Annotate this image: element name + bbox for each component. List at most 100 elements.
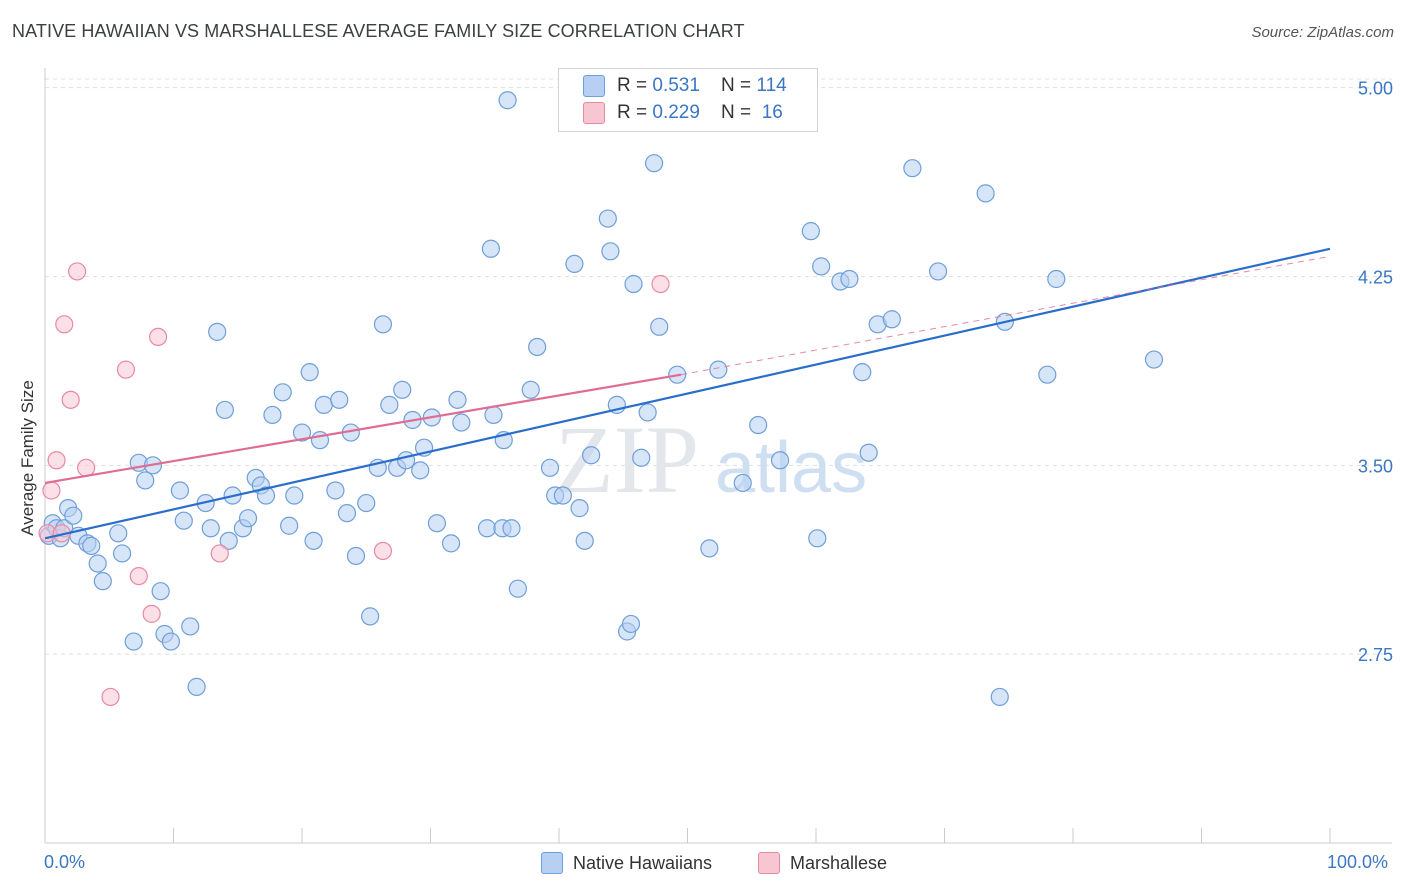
data-point-native-hawaiians	[441, 534, 461, 553]
data-point-native-hawaiians	[498, 91, 517, 110]
data-point-native-hawaiians	[452, 413, 471, 432]
data-point-native-hawaiians	[393, 380, 412, 399]
axes	[44, 68, 1392, 844]
data-point-native-hawaiians	[990, 687, 1009, 707]
data-point-native-hawaiians	[170, 481, 190, 500]
legend-swatch-blue	[541, 852, 563, 874]
data-point-native-hawaiians	[812, 257, 831, 276]
data-point-marshallese	[47, 451, 66, 470]
data-point-native-hawaiians	[903, 159, 922, 178]
data-point-native-hawaiians	[1144, 350, 1164, 369]
y-axis-label: Average Family Size	[18, 380, 37, 536]
data-point-native-hawaiians	[840, 269, 859, 289]
data-point-native-hawaiians	[582, 446, 601, 465]
legend-n-value: 16	[756, 102, 783, 123]
data-point-native-hawaiians	[337, 504, 357, 523]
data-point-native-hawaiians	[1038, 365, 1057, 384]
data-point-native-hawaiians	[181, 617, 200, 636]
data-point-native-hawaiians	[273, 383, 292, 402]
data-point-native-hawaiians	[624, 274, 643, 294]
data-point-native-hawaiians	[448, 390, 467, 409]
chart-title: NATIVE HAWAIIAN VS MARSHALLESE AVERAGE F…	[12, 21, 745, 41]
legend-r-label: R =	[617, 75, 653, 96]
data-point-native-hawaiians	[521, 380, 540, 399]
legend-swatch-pink	[758, 852, 780, 874]
data-point-native-hawaiians	[928, 262, 948, 281]
data-point-marshallese	[42, 481, 61, 500]
legend-n-label: N =	[721, 102, 757, 123]
data-point-native-hawaiians	[292, 423, 312, 442]
data-point-native-hawaiians	[976, 184, 995, 203]
data-point-native-hawaiians	[174, 511, 193, 530]
data-point-native-hawaiians	[326, 481, 345, 500]
data-point-native-hawaiians	[396, 451, 416, 470]
legend-swatch-pink	[583, 102, 605, 124]
data-point-native-hawaiians	[285, 486, 304, 505]
data-point-native-hawaiians	[853, 363, 872, 382]
data-point-native-hawaiians	[361, 607, 380, 626]
data-point-native-hawaiians	[215, 400, 234, 420]
data-point-native-hawaiians	[477, 519, 497, 538]
trend-lines	[44, 247, 1331, 540]
data-point-marshallese	[373, 541, 393, 561]
bottom-legend-native-hawaiians[interactable]: Native Hawaiians	[541, 852, 712, 874]
data-point-native-hawaiians	[508, 579, 527, 598]
data-point-native-hawaiians	[112, 544, 132, 563]
data-point-marshallese	[116, 360, 136, 379]
data-point-native-hawaiians	[161, 632, 181, 651]
data-point-native-hawaiians	[304, 531, 323, 550]
data-point-native-hawaiians	[502, 519, 521, 538]
data-point-native-hawaiians	[709, 360, 728, 379]
legend-n-value: 114	[756, 75, 787, 96]
data-point-native-hawaiians	[570, 499, 589, 518]
trend-line-native-hawaiians	[44, 247, 1331, 540]
data-point-marshallese	[55, 315, 74, 334]
data-point-native-hawaiians	[109, 524, 128, 543]
data-point-native-hawaiians	[238, 509, 258, 528]
data-point-marshallese	[61, 390, 80, 409]
data-point-native-hawaiians	[151, 582, 170, 601]
legend-r-label: R =	[617, 102, 653, 123]
data-point-native-hawaiians	[263, 405, 282, 425]
data-point-native-hawaiians	[1047, 269, 1066, 289]
data-point-marshallese	[210, 544, 229, 563]
data-point-native-hawaiians	[64, 506, 83, 525]
data-point-native-hawaiians	[553, 486, 572, 505]
x-tick-label-min: 0.0%	[44, 852, 86, 872]
data-point-native-hawaiians	[621, 614, 641, 634]
data-point-marshallese	[101, 687, 120, 707]
correlation-legend: R = 0.531 N = 114 R = 0.229 N = 16	[558, 68, 818, 132]
data-point-native-hawaiians	[598, 209, 617, 228]
data-point-marshallese	[77, 458, 96, 477]
data-point-native-hawaiians	[484, 405, 503, 425]
data-point-native-hawaiians	[219, 531, 238, 550]
data-point-native-hawaiians	[481, 239, 500, 258]
data-point-native-hawaiians	[208, 322, 227, 341]
series-marshallese	[38, 262, 670, 707]
legend-label: Native Hawaiians	[573, 852, 713, 873]
data-point-native-hawaiians	[411, 461, 430, 480]
data-point-marshallese	[142, 604, 161, 623]
data-point-native-hawaiians	[644, 154, 664, 173]
data-point-native-hawaiians	[575, 531, 594, 550]
x-tick-label-max: 100.0%	[1327, 852, 1389, 872]
y-tick-label: 3.50	[1358, 456, 1393, 476]
data-point-native-hawaiians	[380, 395, 399, 414]
data-point-native-hawaiians	[314, 395, 333, 414]
data-point-marshallese	[651, 274, 670, 294]
bottom-legend-marshallese[interactable]: Marshallese	[758, 852, 887, 874]
data-point-native-hawaiians	[256, 486, 276, 505]
y-tick-label: 5.00	[1358, 79, 1393, 99]
data-point-native-hawaiians	[801, 222, 820, 241]
legend-swatch-blue	[583, 75, 605, 97]
legend-r-value: 0.229	[652, 102, 700, 123]
legend-r-value: 0.531	[652, 75, 700, 96]
data-point-native-hawaiians	[632, 448, 651, 467]
y-tick-label: 4.25	[1358, 267, 1393, 287]
data-point-native-hawaiians	[882, 310, 901, 329]
legend-row-native-hawaiians: R = 0.531 N = 114	[583, 73, 787, 99]
legend-label: Marshallese	[790, 852, 888, 873]
data-point-native-hawaiians	[373, 315, 393, 334]
data-point-native-hawaiians	[859, 443, 878, 462]
